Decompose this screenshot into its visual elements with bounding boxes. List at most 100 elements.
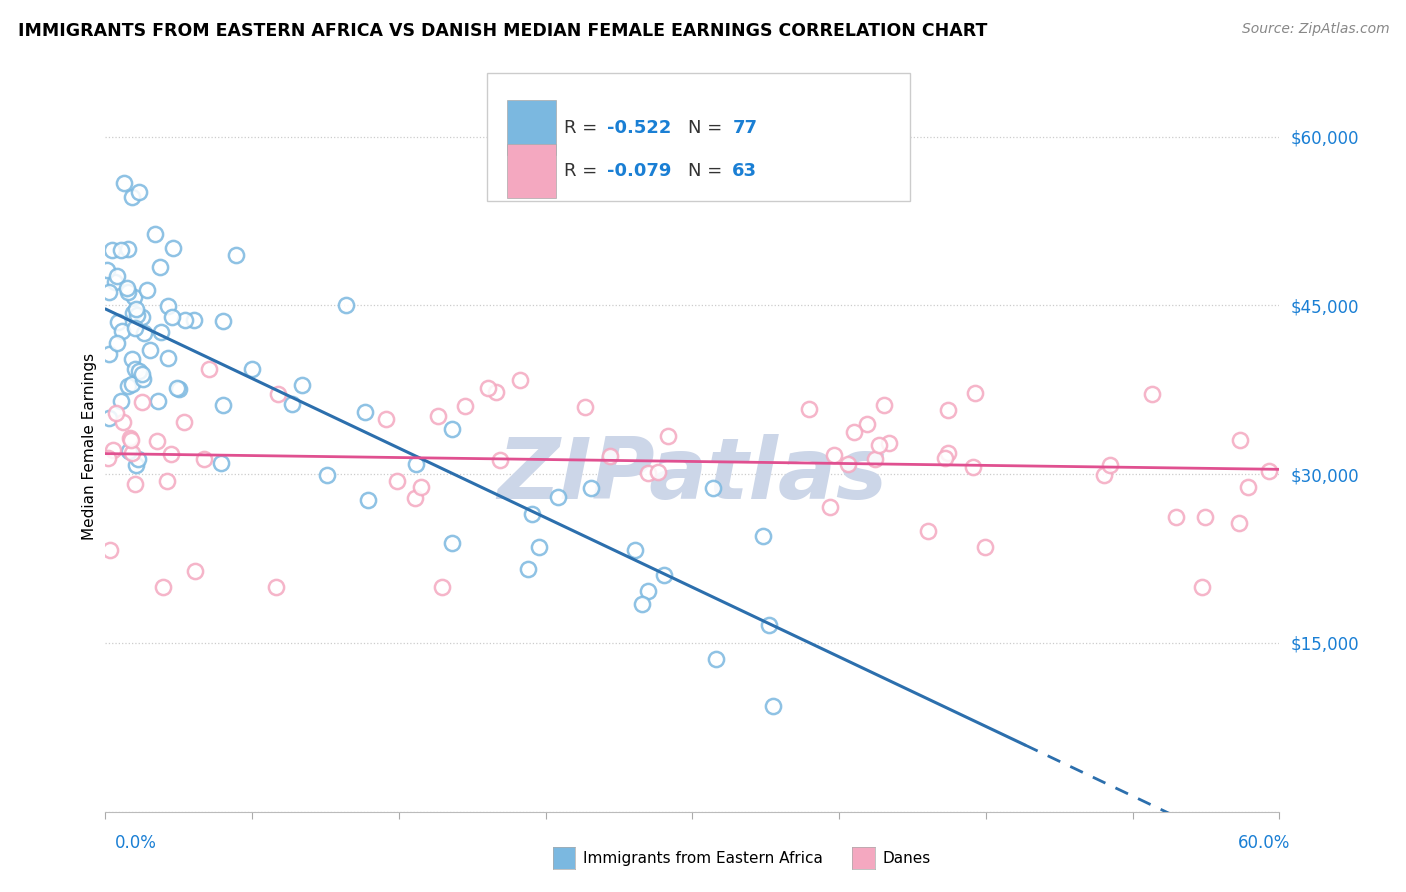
Point	[281, 397, 304, 411]
Point	[211, 398, 233, 412]
Point	[291, 378, 314, 392]
Point	[1142, 387, 1164, 401]
Point	[160, 310, 183, 325]
Point	[962, 459, 984, 474]
Text: R =: R =	[564, 162, 603, 180]
Point	[579, 481, 602, 495]
Point	[267, 387, 290, 401]
Point	[1191, 580, 1213, 594]
Point	[574, 400, 596, 414]
Text: 77: 77	[733, 119, 758, 136]
Point	[520, 508, 543, 522]
Point	[101, 244, 124, 258]
Point	[121, 446, 143, 460]
Point	[115, 281, 138, 295]
Point	[1099, 458, 1122, 472]
Point	[527, 540, 550, 554]
Text: -0.079: -0.079	[607, 162, 671, 180]
Point	[837, 457, 859, 471]
Point	[797, 402, 820, 417]
Text: 60.0%: 60.0%	[1239, 834, 1291, 852]
Point	[354, 404, 377, 418]
Point	[169, 382, 191, 396]
Point	[240, 362, 263, 376]
Text: R =: R =	[564, 119, 603, 136]
Point	[485, 384, 508, 399]
Point	[156, 299, 179, 313]
Point	[193, 452, 215, 467]
Point	[146, 434, 169, 449]
Point	[1258, 464, 1281, 478]
Point	[637, 467, 659, 481]
Point	[121, 351, 143, 366]
Point	[162, 241, 184, 255]
Point	[128, 364, 150, 378]
Point	[868, 438, 890, 452]
Point	[125, 302, 148, 317]
Point	[105, 336, 128, 351]
Point	[131, 368, 153, 382]
Point	[1227, 516, 1250, 530]
Point	[160, 447, 183, 461]
Point	[844, 425, 866, 439]
Point	[630, 597, 652, 611]
Point	[704, 652, 727, 666]
Point	[124, 321, 146, 335]
Point	[174, 312, 197, 326]
Point	[111, 325, 134, 339]
Point	[98, 410, 121, 425]
Point	[965, 385, 987, 400]
Point	[1092, 467, 1115, 482]
Point	[637, 584, 659, 599]
Point	[863, 452, 886, 467]
Text: -0.522: -0.522	[607, 119, 671, 136]
Point	[934, 450, 956, 465]
Point	[110, 394, 132, 409]
Point	[120, 431, 142, 445]
Point	[112, 176, 135, 190]
Text: ZIPatlas: ZIPatlas	[498, 434, 887, 516]
Point	[547, 490, 569, 504]
Point	[856, 417, 879, 431]
Point	[127, 452, 149, 467]
Point	[441, 422, 464, 436]
Point	[652, 568, 675, 582]
Point	[427, 409, 450, 423]
Text: N =: N =	[688, 162, 728, 180]
Point	[509, 373, 531, 387]
Point	[124, 458, 146, 472]
Point	[97, 451, 120, 466]
Point	[166, 380, 188, 394]
Point	[820, 500, 842, 515]
Point	[936, 446, 959, 460]
Point	[118, 443, 141, 458]
Point	[157, 351, 180, 366]
Point	[98, 543, 121, 558]
Point	[823, 448, 845, 462]
Point	[758, 618, 780, 632]
Point	[624, 542, 647, 557]
Text: N =: N =	[688, 119, 728, 136]
Point	[117, 285, 139, 300]
Point	[212, 314, 235, 328]
Point	[599, 449, 621, 463]
Point	[477, 381, 499, 395]
Point	[148, 260, 170, 274]
Point	[132, 372, 155, 386]
Point	[124, 362, 146, 376]
Point	[101, 442, 124, 457]
Point	[335, 298, 357, 312]
Point	[104, 275, 127, 289]
Point	[266, 580, 288, 594]
Text: 0.0%: 0.0%	[115, 834, 157, 852]
Point	[404, 491, 426, 505]
Point	[98, 346, 121, 360]
Text: Immigrants from Eastern Africa: Immigrants from Eastern Africa	[583, 851, 824, 865]
Point	[430, 580, 453, 594]
Point	[143, 227, 166, 241]
Point	[110, 243, 132, 257]
Point	[1166, 510, 1188, 524]
Point	[117, 379, 139, 393]
Point	[121, 376, 143, 391]
FancyBboxPatch shape	[508, 101, 557, 155]
